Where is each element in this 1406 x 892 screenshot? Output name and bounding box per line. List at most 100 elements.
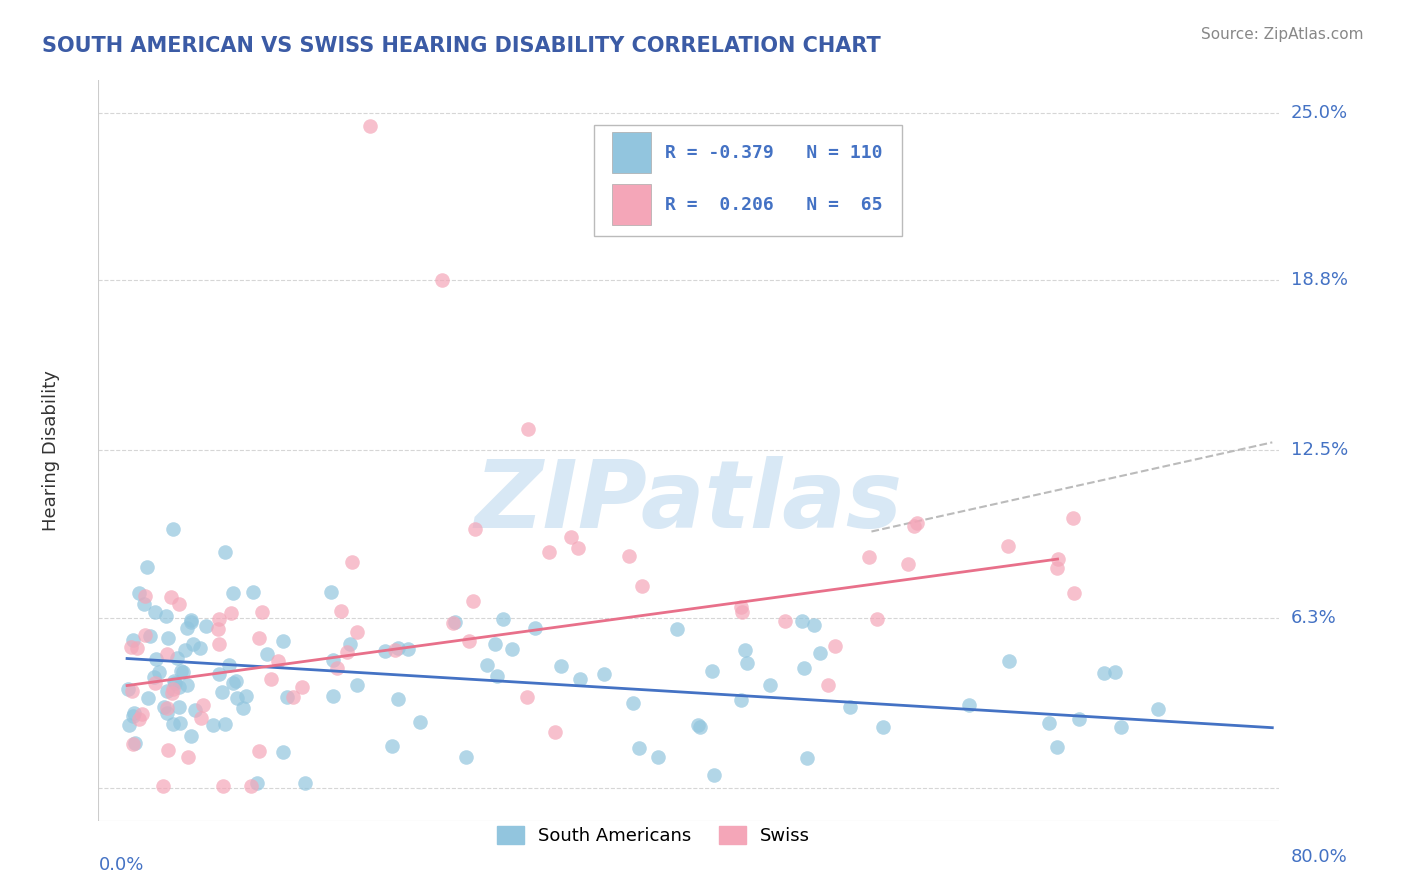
South Americans	[273, 745, 295, 759]
South Americans	[138, 629, 160, 643]
Swiss	[330, 604, 353, 618]
South Americans	[387, 691, 409, 706]
Swiss	[156, 701, 179, 715]
South Americans	[322, 689, 344, 703]
South Americans	[222, 676, 245, 690]
Swiss	[219, 607, 242, 621]
South Americans	[524, 621, 547, 635]
Swiss	[866, 611, 889, 625]
South Americans	[569, 673, 592, 687]
South Americans	[172, 665, 194, 680]
Swiss	[631, 578, 654, 592]
South Americans	[294, 776, 316, 790]
South Americans	[759, 678, 782, 692]
Swiss	[516, 422, 538, 436]
South Americans	[117, 682, 139, 697]
South Americans	[485, 669, 508, 683]
South Americans	[735, 656, 758, 670]
Swiss	[463, 594, 485, 608]
Swiss	[441, 615, 464, 630]
South Americans	[118, 718, 141, 732]
South Americans	[623, 696, 645, 710]
South Americans	[208, 666, 231, 681]
South Americans	[180, 615, 202, 630]
Text: Hearing Disability: Hearing Disability	[42, 370, 60, 531]
South Americans	[194, 619, 217, 633]
Swiss	[143, 676, 166, 690]
Swiss	[208, 637, 231, 651]
South Americans	[156, 706, 179, 720]
South Americans	[162, 717, 184, 731]
South Americans	[271, 633, 294, 648]
South Americans	[222, 586, 245, 600]
South Americans	[235, 689, 257, 703]
South Americans	[176, 678, 198, 692]
Swiss	[858, 549, 880, 564]
South Americans	[170, 664, 193, 678]
South Americans	[998, 654, 1021, 668]
South Americans	[872, 720, 894, 734]
South Americans	[1109, 720, 1132, 734]
South Americans	[169, 715, 191, 730]
Swiss	[430, 273, 453, 287]
South Americans	[134, 598, 156, 612]
South Americans	[162, 522, 184, 536]
South Americans	[793, 661, 815, 675]
South Americans	[135, 560, 157, 574]
Swiss	[903, 519, 925, 533]
Text: R = -0.379   N = 110: R = -0.379 N = 110	[665, 144, 883, 161]
South Americans	[381, 739, 404, 753]
South Americans	[444, 615, 467, 629]
Swiss	[152, 779, 174, 793]
South Americans	[1069, 712, 1091, 726]
South Americans	[163, 675, 186, 690]
South Americans	[665, 622, 688, 636]
Swiss	[997, 539, 1019, 553]
South Americans	[202, 718, 225, 732]
South Americans	[550, 659, 572, 673]
Swiss	[250, 605, 273, 619]
Swiss	[359, 119, 381, 133]
Swiss	[346, 624, 368, 639]
Swiss	[544, 725, 567, 739]
South Americans	[957, 698, 980, 713]
South Americans	[163, 673, 186, 688]
FancyBboxPatch shape	[595, 125, 901, 235]
South Americans	[176, 621, 198, 635]
Swiss	[538, 544, 561, 558]
South Americans	[396, 641, 419, 656]
Swiss	[1046, 561, 1069, 575]
South Americans	[188, 641, 211, 656]
Swiss	[160, 590, 183, 604]
Swiss	[905, 516, 928, 530]
South Americans	[1092, 665, 1115, 680]
Swiss	[177, 750, 200, 764]
Swiss	[464, 522, 486, 536]
South Americans	[246, 776, 269, 790]
South Americans	[124, 736, 146, 750]
South Americans	[142, 670, 165, 684]
South Americans	[477, 658, 499, 673]
South Americans	[184, 703, 207, 717]
Swiss	[207, 623, 229, 637]
Swiss	[1047, 551, 1070, 566]
South Americans	[808, 646, 831, 660]
South Americans	[1038, 716, 1060, 731]
South Americans	[128, 586, 150, 600]
Text: SOUTH AMERICAN VS SWISS HEARING DISABILITY CORRELATION CHART: SOUTH AMERICAN VS SWISS HEARING DISABILI…	[42, 36, 882, 55]
South Americans	[174, 643, 197, 657]
South Americans	[346, 678, 368, 692]
Swiss	[239, 779, 262, 793]
South Americans	[225, 673, 247, 688]
South Americans	[593, 667, 616, 681]
South Americans	[276, 690, 298, 704]
South Americans	[226, 690, 249, 705]
South Americans	[796, 751, 818, 765]
Text: 6.3%: 6.3%	[1291, 609, 1336, 627]
Swiss	[125, 641, 148, 656]
Swiss	[247, 744, 270, 758]
South Americans	[153, 700, 176, 714]
Swiss	[121, 640, 143, 654]
South Americans	[803, 617, 825, 632]
Swiss	[516, 690, 538, 704]
